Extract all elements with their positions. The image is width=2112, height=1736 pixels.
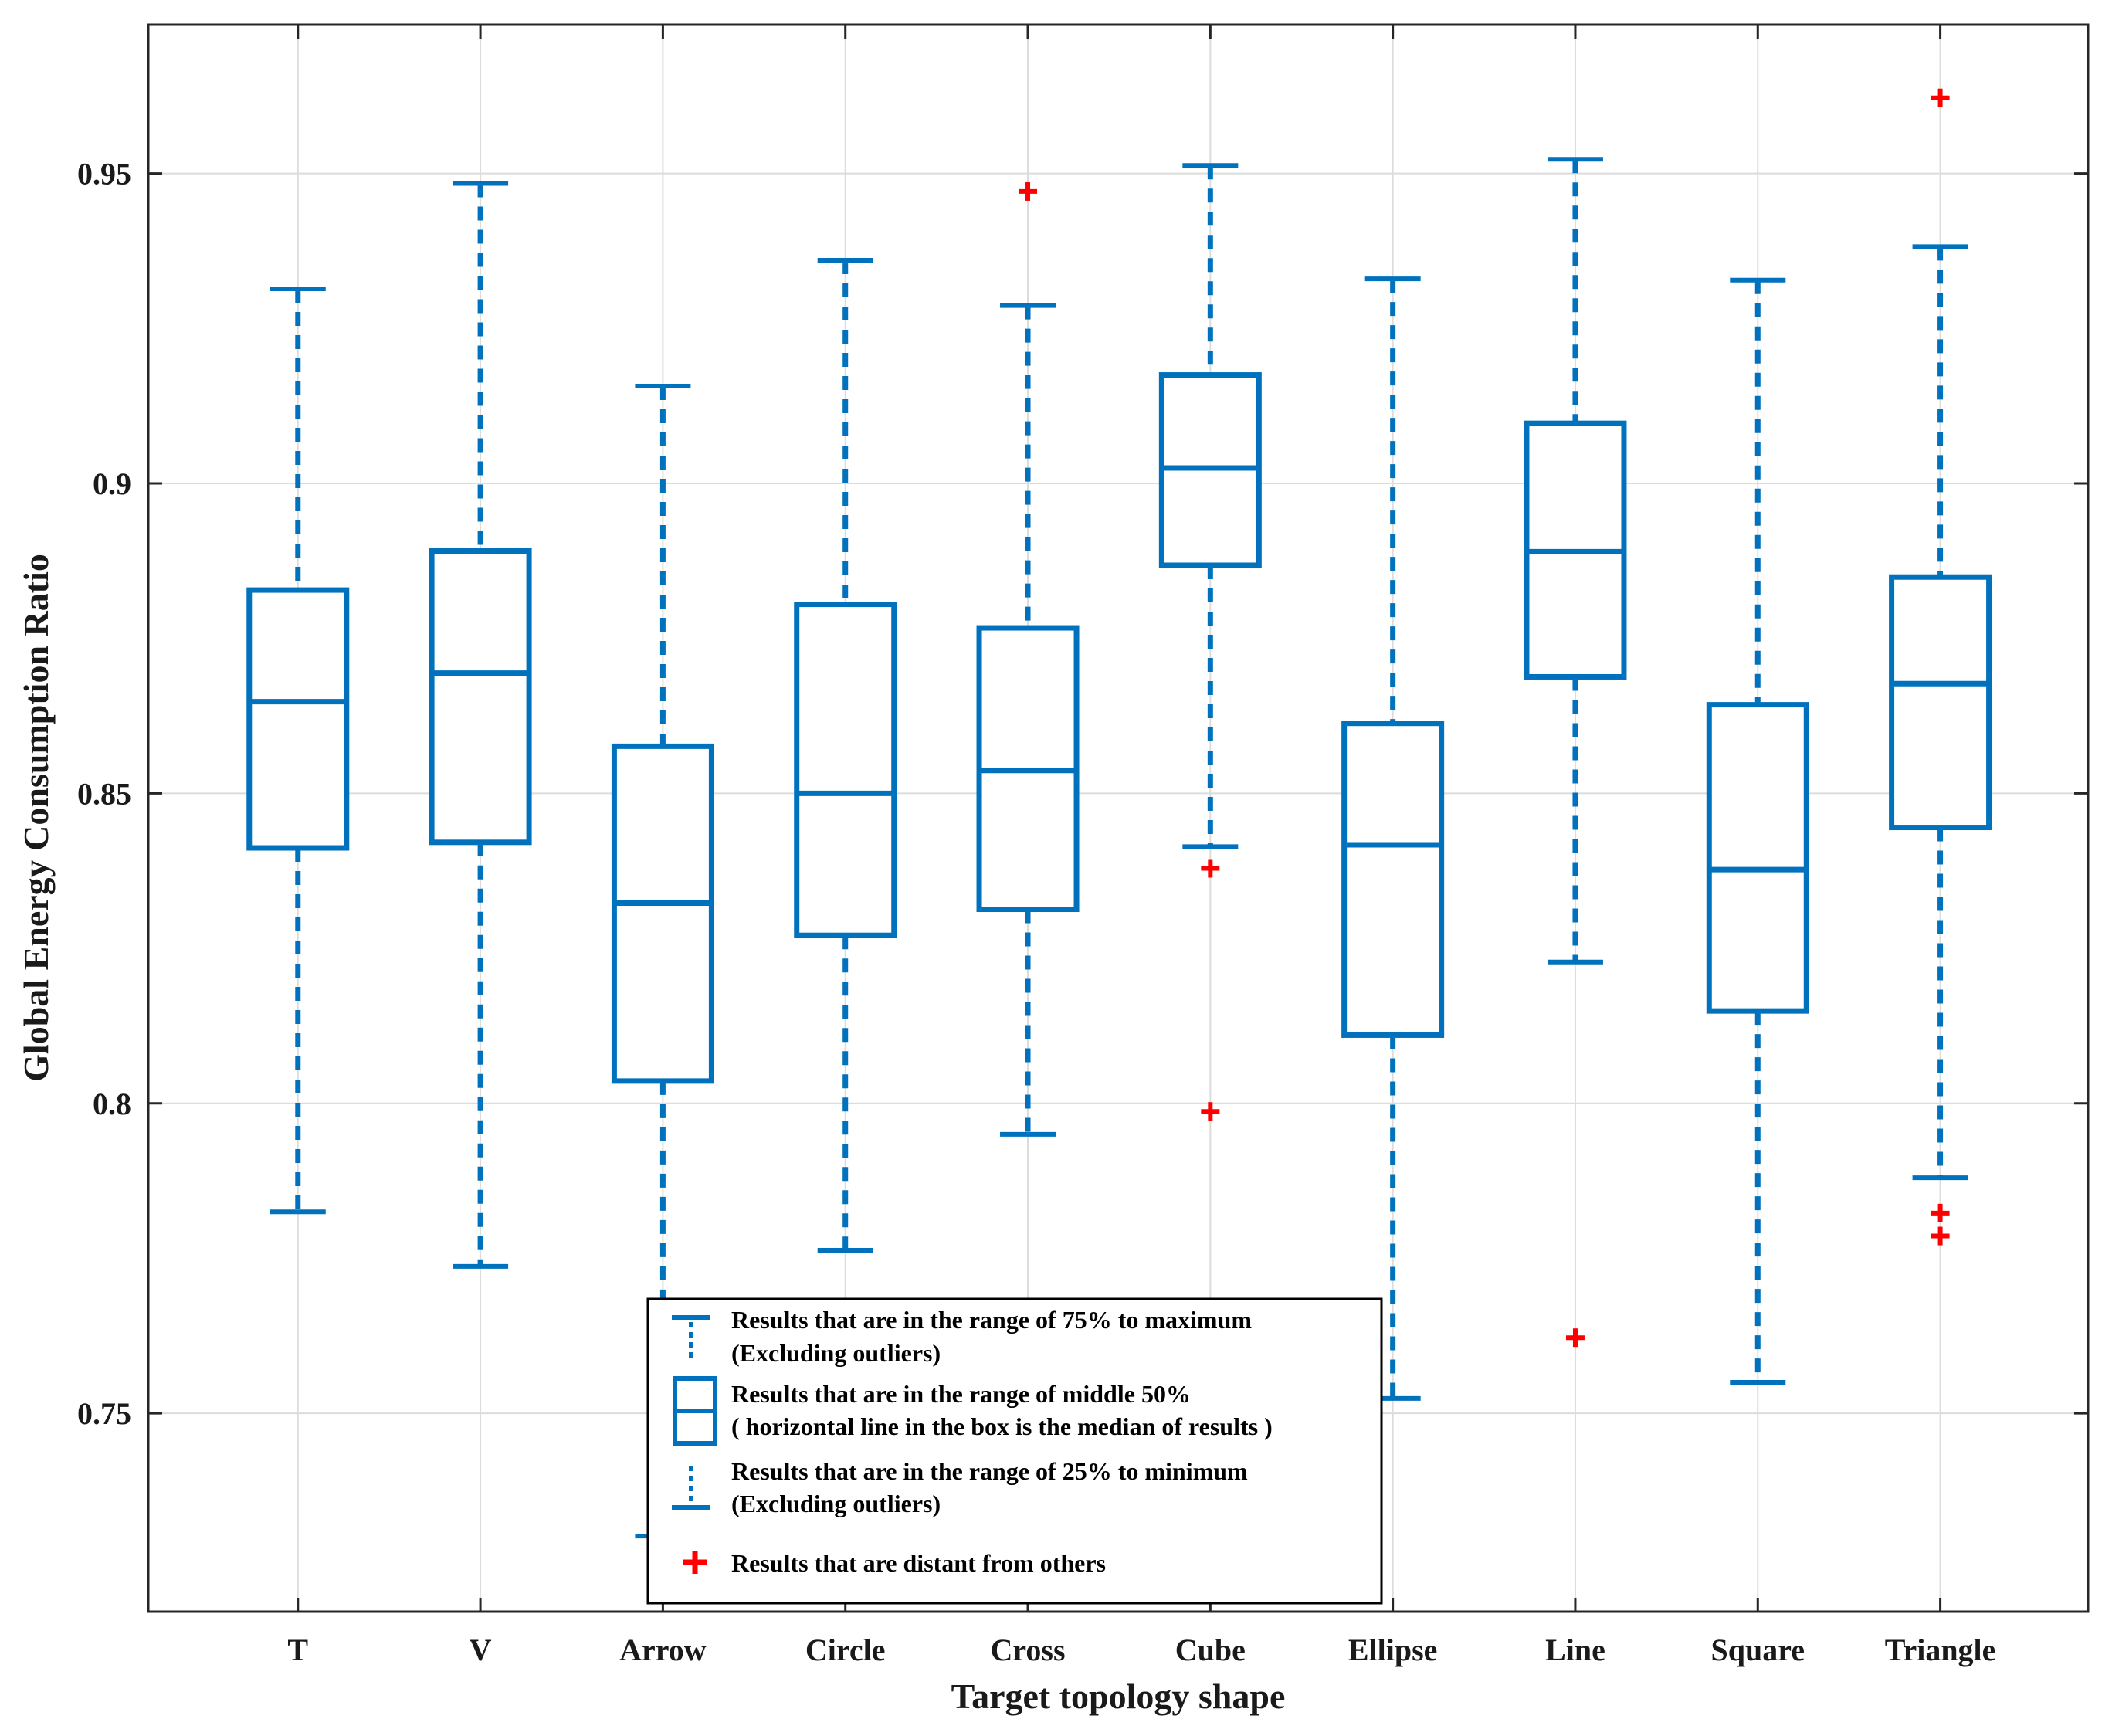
- x-tick-label: Cube: [1175, 1633, 1246, 1667]
- iqr-box: [794, 602, 897, 938]
- y-tick-label: 0.8: [93, 1087, 131, 1121]
- legend: Results that are in the range of 75% to …: [646, 1297, 1383, 1605]
- outlier-marker: [1931, 88, 1950, 107]
- iqr-box: [246, 587, 350, 851]
- x-tick-label: Ellipse: [1348, 1633, 1438, 1667]
- box-group-ellipse: [1341, 276, 1445, 1401]
- outlier-marker: [1565, 1328, 1585, 1348]
- iqr-box: [1341, 721, 1445, 1038]
- y-tick-label: 0.85: [77, 776, 131, 811]
- x-tick-label: Square: [1711, 1633, 1805, 1667]
- x-axis-title: Target topology shape: [951, 1677, 1286, 1716]
- legend-item-4-line-1: Results that are distant from others: [731, 1549, 1106, 1577]
- outlier-marker: [1201, 859, 1220, 878]
- legend-item-3-line-1: Results that are in the range of 25% to …: [731, 1457, 1248, 1485]
- y-axis-title: Global Energy Consumption Ratio: [16, 554, 56, 1082]
- iqr-box: [429, 548, 532, 846]
- legend-symbol-lower-whisker: [672, 1466, 710, 1510]
- iqr-box: [1706, 702, 1809, 1014]
- y-tick-label: 0.9: [93, 466, 131, 501]
- box-group-triangle: [1889, 88, 1992, 1246]
- legend-item-2-line-1: Results that are in the range of middle …: [731, 1380, 1191, 1408]
- legend-box: [646, 1297, 1383, 1605]
- legend-item-1-line-1: Results that are in the range of 75% to …: [731, 1306, 1252, 1334]
- legend-item-1-line-2: (Excluding outliers): [731, 1339, 941, 1367]
- legend-item-3-line-2: (Excluding outliers): [731, 1490, 941, 1517]
- x-tick-label: Triangle: [1885, 1633, 1996, 1667]
- legend-symbol-box: [673, 1376, 717, 1446]
- box-group-circle: [794, 258, 897, 1253]
- box-group-v: [429, 181, 532, 1269]
- box-group-square: [1706, 277, 1809, 1385]
- y-tick-label: 0.75: [77, 1396, 131, 1431]
- outlier-marker: [1931, 1203, 1950, 1222]
- iqr-box: [1889, 574, 1992, 831]
- legend-item-2-line-2: ( horizontal line in the box is the medi…: [731, 1412, 1273, 1440]
- x-tick-label: Line: [1545, 1633, 1605, 1667]
- x-tick-label: Cross: [990, 1633, 1065, 1667]
- outlier-marker: [1201, 1102, 1220, 1121]
- y-tick-label: 0.95: [77, 157, 131, 192]
- box-group-line: [1524, 157, 1627, 1348]
- tick-layer: 0.75 0.8 0.85 0.9 0.95 T V Arrow Circle Cross Cube…: [77, 25, 2088, 1667]
- x-tick-label: Arrow: [619, 1633, 707, 1667]
- x-tick-label: V: [470, 1633, 492, 1667]
- box-group-cube: [1158, 163, 1262, 1121]
- axes-frame: [147, 23, 2090, 1613]
- legend-symbol-outlier: [683, 1551, 707, 1574]
- legend-symbol-upper-whisker: [672, 1315, 710, 1361]
- box-layer: [246, 88, 1992, 1539]
- x-tick-label: T: [287, 1633, 308, 1667]
- x-tick-label: Circle: [805, 1633, 886, 1667]
- outlier-marker: [1019, 181, 1038, 201]
- box-group-cross: [976, 181, 1080, 1137]
- iqr-box: [611, 743, 714, 1084]
- outlier-marker: [1931, 1226, 1950, 1246]
- box-group-t: [246, 286, 350, 1215]
